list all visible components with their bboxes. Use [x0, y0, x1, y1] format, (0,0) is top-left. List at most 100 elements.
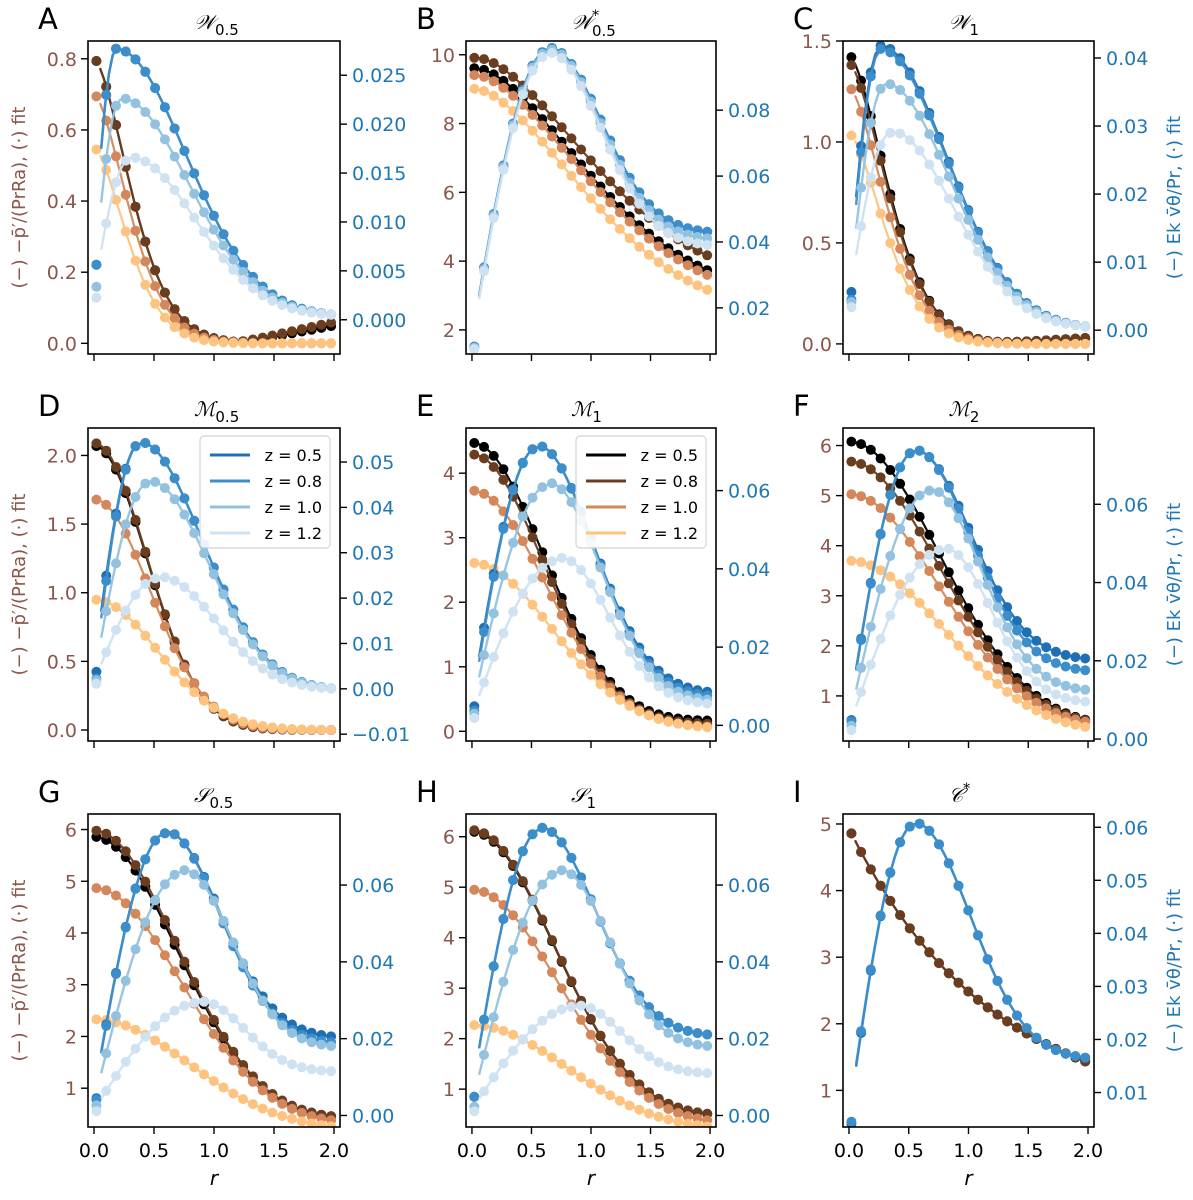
velocity-data-point — [673, 1033, 684, 1044]
pressure-data-point — [517, 876, 528, 887]
pressure-data-point — [585, 669, 596, 680]
pressure-data-point — [527, 90, 538, 101]
velocity-data-point — [663, 687, 674, 698]
velocity-data-point — [556, 865, 567, 876]
left-y-tick-label: 6 — [820, 436, 832, 458]
velocity-data-point — [179, 838, 190, 849]
pressure-data-point — [150, 935, 161, 946]
velocity-data-point — [159, 483, 170, 493]
pressure-data-point — [296, 1107, 307, 1118]
velocity-data-point — [924, 159, 935, 170]
pressure-data-point — [914, 290, 925, 301]
pressure-data-point — [934, 560, 944, 571]
velocity-data-point — [306, 681, 317, 692]
velocity-data-point — [865, 659, 876, 670]
left-y-tick-label: 1 — [820, 686, 832, 708]
velocity-data-point — [963, 905, 974, 916]
right-y-tick-label: 0.02 — [352, 588, 394, 610]
pressure-data-point — [924, 608, 935, 619]
velocity-data-point — [101, 647, 112, 658]
pressure-data-point — [663, 716, 674, 727]
velocity-data-point — [644, 1051, 654, 1062]
pressure-data-point — [924, 296, 935, 307]
pressure-fit-line — [477, 831, 708, 1115]
panel-title: 𝒞* — [949, 781, 971, 807]
pressure-data-point — [556, 142, 567, 153]
pressure-data-point — [306, 1118, 317, 1127]
velocity-data-point — [326, 683, 337, 694]
velocity-data-point — [1031, 676, 1042, 687]
velocity-data-point — [924, 485, 935, 496]
velocity-data-point — [914, 145, 925, 156]
plot-area — [846, 818, 1091, 1127]
velocity-data-point — [488, 961, 499, 972]
pressure-data-point — [247, 338, 258, 349]
velocity-data-point — [159, 173, 170, 184]
velocity-data-point — [644, 662, 654, 673]
left-y-tick-label: 0.0 — [802, 334, 832, 356]
velocity-data-point — [924, 549, 935, 560]
pressure-data-point — [189, 678, 200, 689]
pressure-data-point — [846, 489, 857, 500]
velocity-data-point — [498, 523, 509, 534]
pressure-data-point — [953, 640, 964, 651]
pressure-data-point — [595, 166, 606, 177]
left-y-tick-label: 3 — [443, 528, 455, 550]
title-main: ℳ — [194, 397, 218, 421]
pressure-data-point — [846, 456, 857, 467]
velocity-data-point — [982, 954, 993, 965]
velocity-data-point — [228, 608, 239, 619]
pressure-data-point — [508, 520, 519, 530]
velocity-data-point — [576, 565, 587, 576]
x-tick-label: 0.0 — [79, 1140, 109, 1162]
right-y-tick-label: 0.04 — [1106, 923, 1148, 945]
pressure-data-point — [566, 154, 577, 165]
velocity-data-point — [130, 152, 141, 163]
pressure-data-point — [963, 626, 974, 637]
velocity-data-point — [692, 697, 703, 708]
pressure-data-point — [479, 64, 489, 75]
velocity-data-point — [673, 232, 684, 243]
velocity-data-point — [199, 548, 209, 559]
pressure-data-point — [547, 111, 557, 122]
pressure-data-point — [973, 994, 983, 1005]
pressure-data-point — [488, 892, 499, 903]
velocity-data-point — [1012, 1010, 1022, 1021]
velocity-data-point — [682, 695, 693, 706]
velocity-data-point — [682, 236, 693, 247]
velocity-data-point — [1031, 309, 1042, 319]
pressure-data-point — [537, 100, 548, 111]
pressure-data-point — [1031, 705, 1042, 716]
pressure-data-point — [865, 495, 876, 506]
left-y-tick-label: 4 — [443, 928, 455, 950]
velocity-data-point — [159, 828, 170, 839]
velocity-data-point — [159, 879, 170, 890]
pressure-data-point — [653, 713, 664, 724]
pressure-data-point — [140, 256, 151, 267]
pressure-data-point — [91, 144, 102, 155]
pressure-data-point — [120, 1020, 131, 1031]
pressure-fit-line — [477, 829, 708, 1115]
velocity-data-point — [150, 163, 161, 174]
pressure-data-point — [943, 567, 954, 578]
pressure-data-point — [1012, 683, 1022, 694]
legend-box — [575, 435, 707, 549]
velocity-data-point — [208, 240, 219, 251]
velocity-data-point — [566, 64, 577, 75]
velocity-data-point — [1021, 1023, 1032, 1034]
right-y-tick-label: 0.00 — [352, 679, 394, 701]
pressure-data-point — [644, 1108, 654, 1119]
pressure-data-point — [130, 1024, 141, 1035]
panel-title: ℳ2 — [949, 397, 980, 426]
velocity-data-point — [296, 680, 307, 690]
pressure-data-point — [140, 876, 151, 887]
panel-title: 𝒲* 0.5 — [571, 8, 616, 40]
pressure-data-point — [914, 279, 925, 289]
velocity-data-point — [179, 170, 190, 180]
pressure-data-point — [257, 1103, 268, 1114]
panel-title: ℳ1 — [571, 397, 602, 426]
pressure-data-point — [537, 1046, 548, 1056]
pressure-data-point — [199, 335, 209, 346]
pressure-data-point — [885, 512, 896, 523]
